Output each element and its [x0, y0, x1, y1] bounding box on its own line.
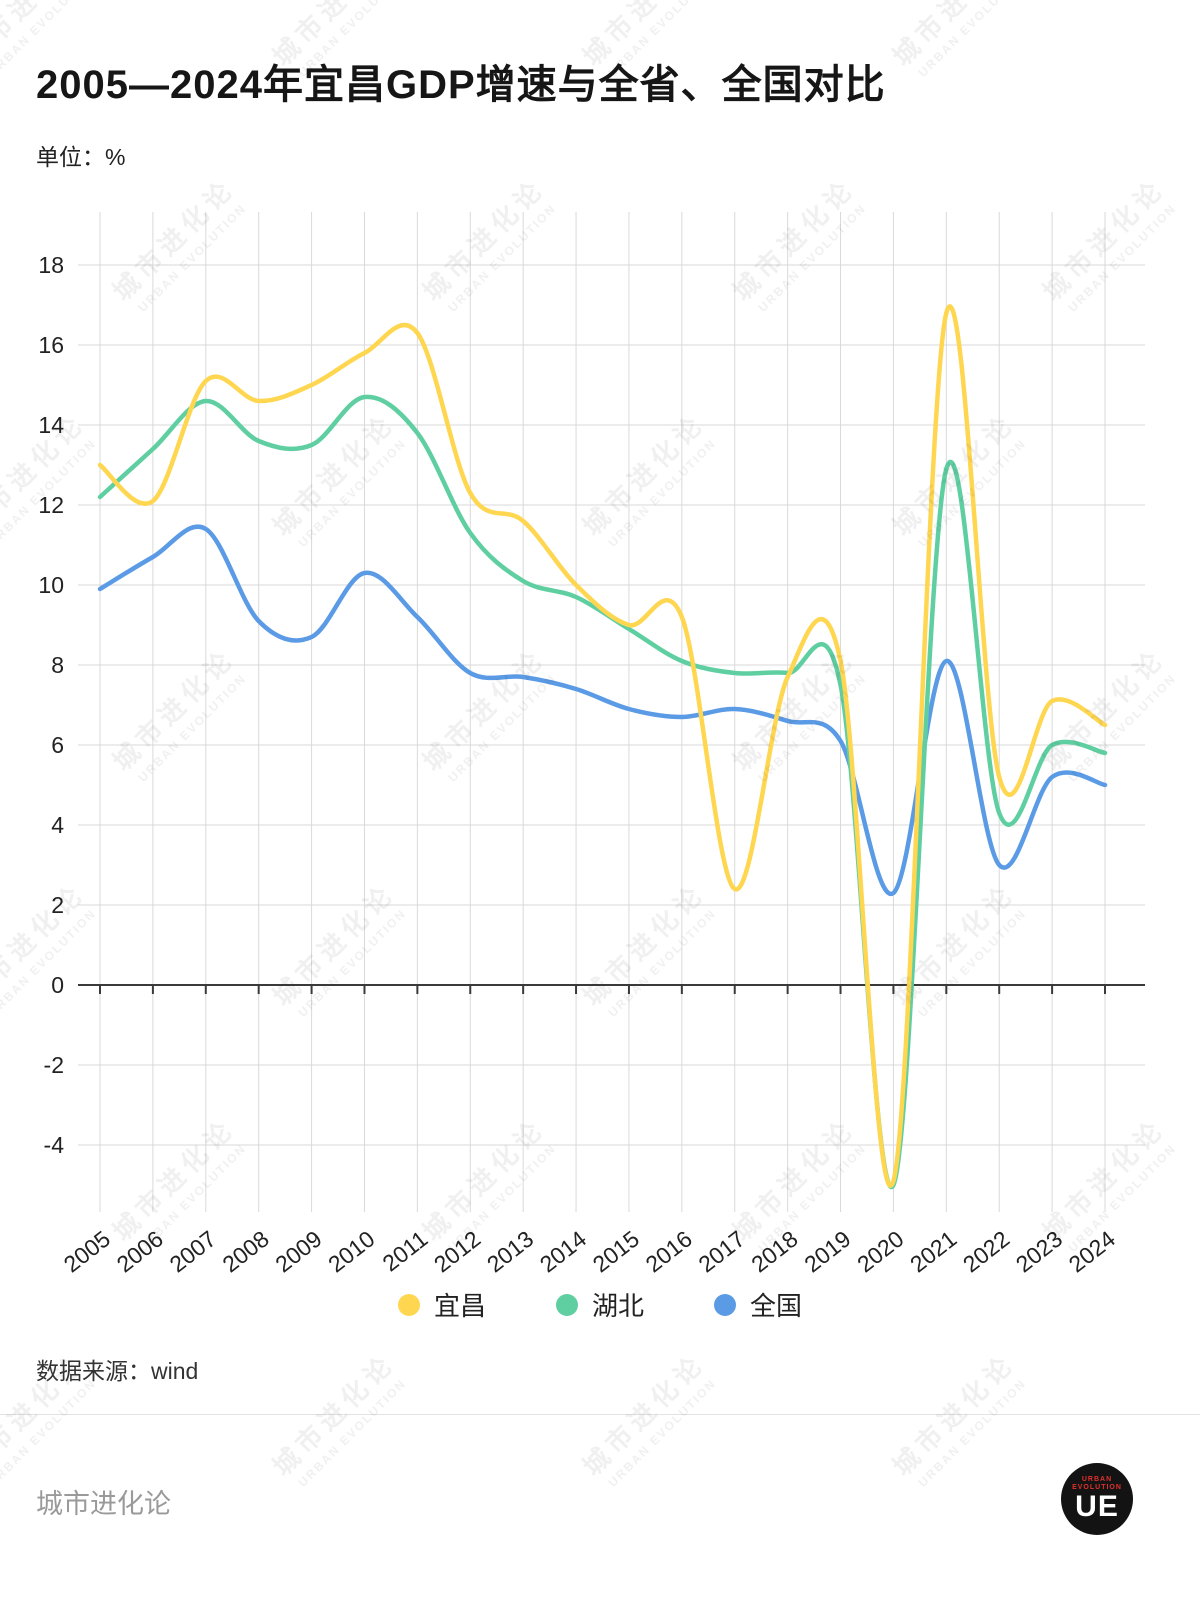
x-axis-label: 2016 — [641, 1225, 697, 1277]
x-axis-label: 2020 — [852, 1225, 908, 1277]
y-axis-label: -4 — [44, 1132, 65, 1158]
y-axis-label: 4 — [51, 812, 64, 838]
x-axis-label: 2023 — [1011, 1225, 1067, 1277]
chart-legend: 宜昌 湖北 全国 — [0, 1286, 1200, 1323]
x-axis-label: 2010 — [323, 1225, 379, 1277]
x-axis-label: 2005 — [59, 1225, 115, 1277]
y-axis-label: 18 — [38, 252, 64, 278]
page-title: 2005—2024年宜昌GDP增速与全省、全国对比 — [36, 63, 886, 107]
x-axis-label: 2008 — [217, 1225, 273, 1277]
ue-logo-text: UE — [1075, 1489, 1119, 1523]
x-axis-label: 2024 — [1064, 1225, 1120, 1277]
y-axis-label: 6 — [51, 732, 64, 758]
watermark: 城市进化论 URBAN EVOLUTION — [266, 1347, 410, 1490]
y-axis-label: 14 — [38, 412, 64, 438]
ue-logo-subtext-line2: EVOLUTION — [1072, 1484, 1122, 1491]
series-line-yichang — [97, 304, 1108, 1188]
legend-dot-hubei — [555, 1293, 578, 1316]
x-axis-label: 2013 — [482, 1225, 538, 1277]
footer-divider — [0, 1414, 1200, 1415]
y-axis-label: 2 — [51, 892, 64, 918]
x-axis-label: 2012 — [429, 1225, 485, 1277]
x-axis-label: 2015 — [588, 1225, 644, 1277]
legend-item-yichang: 宜昌 — [397, 1286, 486, 1323]
y-axis-label: 0 — [51, 972, 64, 998]
y-axis-label: 8 — [51, 652, 64, 678]
legend-label-national: 全国 — [750, 1291, 803, 1321]
x-axis-label: 2017 — [693, 1225, 749, 1277]
x-axis-label: 2011 — [377, 1225, 432, 1276]
y-axis-label: 16 — [38, 332, 64, 358]
y-axis-label: 10 — [38, 572, 64, 598]
x-axis-label: 2018 — [746, 1225, 802, 1277]
watermark: 城市进化论 URBAN EVOLUTION — [886, 1347, 1030, 1490]
x-axis-label: 2009 — [270, 1225, 326, 1277]
series-line-national — [97, 524, 1108, 896]
watermark: 城市进化论 URBAN EVOLUTION — [886, 0, 1030, 80]
legend-dot-yichang — [397, 1293, 420, 1316]
y-axis-label: -2 — [44, 1052, 64, 1078]
x-axis-label: 2019 — [799, 1225, 855, 1277]
x-axis-label: 2014 — [535, 1225, 591, 1277]
legend-label-hubei: 湖北 — [591, 1291, 644, 1321]
x-axis-label: 2021 — [905, 1225, 961, 1277]
y-axis-label: 12 — [38, 492, 64, 518]
data-source: 数据来源：wind — [36, 1358, 199, 1384]
series-line-hubei — [97, 394, 1108, 1190]
x-axis-label: 2007 — [165, 1225, 221, 1277]
ue-logo: URBAN EVOLUTION UE — [1061, 1463, 1133, 1535]
watermark: 城市进化论 URBAN EVOLUTION — [576, 1347, 720, 1490]
ue-logo-subtext-line1: URBAN — [1081, 1476, 1113, 1484]
gdp-line-chart: -4-2024681012141618200520062007200820092… — [38, 212, 1145, 1277]
unit-label: 单位：% — [36, 144, 126, 170]
legend-item-national: 全国 — [714, 1286, 802, 1323]
ue-logo-subtext: URBAN EVOLUTION — [1072, 1476, 1122, 1491]
legend-label-yichang: 宜昌 — [433, 1291, 486, 1321]
x-axis-label: 2006 — [112, 1225, 168, 1277]
footer-brand: 城市进化论 — [36, 1489, 171, 1519]
legend-item-hubei: 湖北 — [555, 1286, 644, 1323]
x-axis-label: 2022 — [958, 1225, 1014, 1277]
legend-dot-national — [714, 1293, 736, 1316]
